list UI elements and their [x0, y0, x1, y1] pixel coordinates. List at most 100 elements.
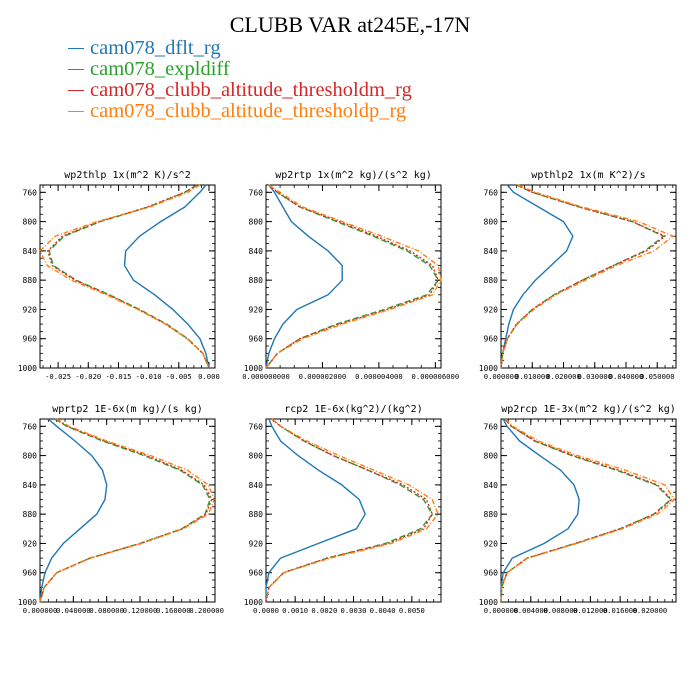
legend-label: cam078_expldiff — [90, 58, 230, 80]
panel-title: wpthlp2 1x(m K^2)/s — [531, 170, 645, 181]
y-tick-label: 760 — [249, 422, 264, 431]
y-tick-label: 880 — [23, 510, 38, 519]
y-tick-label: 880 — [484, 510, 499, 519]
y-tick-label: 840 — [484, 247, 499, 256]
series-line-1 — [500, 418, 580, 602]
panel-title: wp2rtp 1x(m^2 kg)/(s^2 kg) — [275, 170, 432, 181]
x-tick-label: -0.005 — [166, 372, 192, 381]
x-tick-label: 0.030000 — [577, 372, 612, 381]
y-tick-label: 840 — [23, 247, 38, 256]
y-tick-label: 1000 — [244, 364, 263, 373]
y-tick-label: 920 — [249, 539, 264, 548]
y-tick-label: 840 — [249, 247, 264, 256]
x-tick-label: 0.040000 — [56, 606, 91, 615]
x-tick-label: 0.160000 — [156, 606, 191, 615]
x-tick-label: -0.010 — [136, 372, 162, 381]
legend-label: cam078_dflt_rg — [90, 37, 221, 59]
x-tick-label: 0.000006000 — [412, 372, 460, 381]
y-tick-label: 1000 — [18, 598, 37, 607]
x-tick-label: 0.020000 — [633, 606, 668, 615]
x-tick-label: 0.080000 — [89, 606, 124, 615]
x-tick-label: 0.120000 — [123, 606, 158, 615]
legend-line-swatch — [68, 90, 84, 91]
series-line-3 — [39, 418, 213, 603]
legend-label: cam078_clubb_altitude_thresholdp_rg — [90, 100, 407, 122]
panel-frame — [500, 418, 677, 603]
x-tick-label: 0.020000 — [546, 372, 581, 381]
series-line-2 — [39, 418, 211, 603]
x-tick-label: 0.050000 — [640, 372, 675, 381]
x-tick-label: 0.0000 — [253, 606, 279, 615]
y-tick-label: 760 — [23, 422, 38, 431]
x-tick-label: 0.010000 — [515, 372, 550, 381]
panel-title: wprtp2 1E-6x(m kg)/(s kg) — [52, 404, 203, 415]
x-tick-label: 0.000 — [198, 372, 220, 381]
legend-label: cam078_clubb_altitude_thresholdm_rg — [90, 79, 412, 101]
series-line-3 — [500, 418, 673, 603]
y-tick-label: 880 — [249, 510, 264, 519]
legend-line-swatch — [68, 48, 84, 49]
x-tick-label: 0.000004000 — [355, 372, 403, 381]
series-line-4 — [39, 418, 215, 603]
x-tick-label: 0.000000 — [484, 372, 519, 381]
x-tick-label: 0.000000 — [23, 606, 58, 615]
y-tick-label: 760 — [23, 188, 38, 197]
series-line-2 — [48, 184, 210, 369]
x-tick-label: -0.025 — [45, 372, 71, 381]
y-tick-label: 800 — [484, 452, 499, 461]
x-tick-label: -0.020 — [75, 372, 101, 381]
series-line-1 — [500, 184, 574, 369]
y-tick-label: 880 — [23, 276, 38, 285]
series-line-2 — [265, 184, 439, 369]
series-line-4 — [500, 184, 674, 369]
y-tick-label: 880 — [249, 276, 264, 285]
panel-frame — [265, 418, 442, 603]
y-tick-label: 920 — [249, 305, 264, 314]
series-line-3 — [47, 184, 210, 369]
y-tick-label: 800 — [484, 218, 499, 227]
x-tick-label: 0.0050 — [399, 606, 425, 615]
y-tick-label: 800 — [249, 218, 264, 227]
series-line-1 — [39, 418, 108, 603]
series-line-2 — [265, 418, 433, 603]
y-tick-label: 880 — [484, 276, 499, 285]
series-line-4 — [265, 184, 442, 369]
x-tick-label: 0.012000 — [573, 606, 608, 615]
y-tick-label: 920 — [23, 305, 38, 314]
x-tick-label: 0.0040 — [370, 606, 396, 615]
x-tick-label: 0.0030 — [341, 606, 367, 615]
series-line-3 — [500, 184, 666, 369]
y-tick-label: 960 — [249, 569, 264, 578]
panel-frame — [39, 418, 216, 603]
series-line-3 — [265, 184, 439, 369]
x-tick-label: 0.016000 — [603, 606, 638, 615]
y-tick-label: 800 — [249, 452, 264, 461]
x-tick-label: 0.000002000 — [299, 372, 347, 381]
x-tick-label: 0.0020 — [311, 606, 337, 615]
y-tick-label: 960 — [249, 335, 264, 344]
y-tick-label: 1000 — [479, 364, 498, 373]
x-tick-label: 0.000000 — [484, 606, 519, 615]
panel-title: wp2rcp 1E-3x(m^2 kg)/(s^2 kg) — [501, 404, 676, 415]
legend-line-swatch — [68, 69, 84, 70]
y-tick-label: 920 — [484, 539, 499, 548]
series-line-3 — [265, 418, 433, 603]
series-line-4 — [39, 184, 210, 369]
y-tick-label: 760 — [484, 188, 499, 197]
y-tick-label: 960 — [23, 335, 38, 344]
y-tick-label: 840 — [23, 481, 38, 490]
series-line-1 — [123, 184, 210, 369]
x-tick-label: 0.004000 — [513, 606, 548, 615]
y-tick-label: 960 — [23, 569, 38, 578]
legend-line-swatch — [68, 111, 84, 112]
x-tick-label: 0.008000 — [543, 606, 578, 615]
series-line-1 — [265, 184, 343, 369]
series-line-1 — [265, 418, 366, 602]
x-tick-label: -0.015 — [105, 372, 131, 381]
y-tick-label: 960 — [484, 569, 499, 578]
x-tick-label: 0.200000 — [189, 606, 224, 615]
y-tick-label: 960 — [484, 335, 499, 344]
panel-frame — [39, 184, 216, 369]
